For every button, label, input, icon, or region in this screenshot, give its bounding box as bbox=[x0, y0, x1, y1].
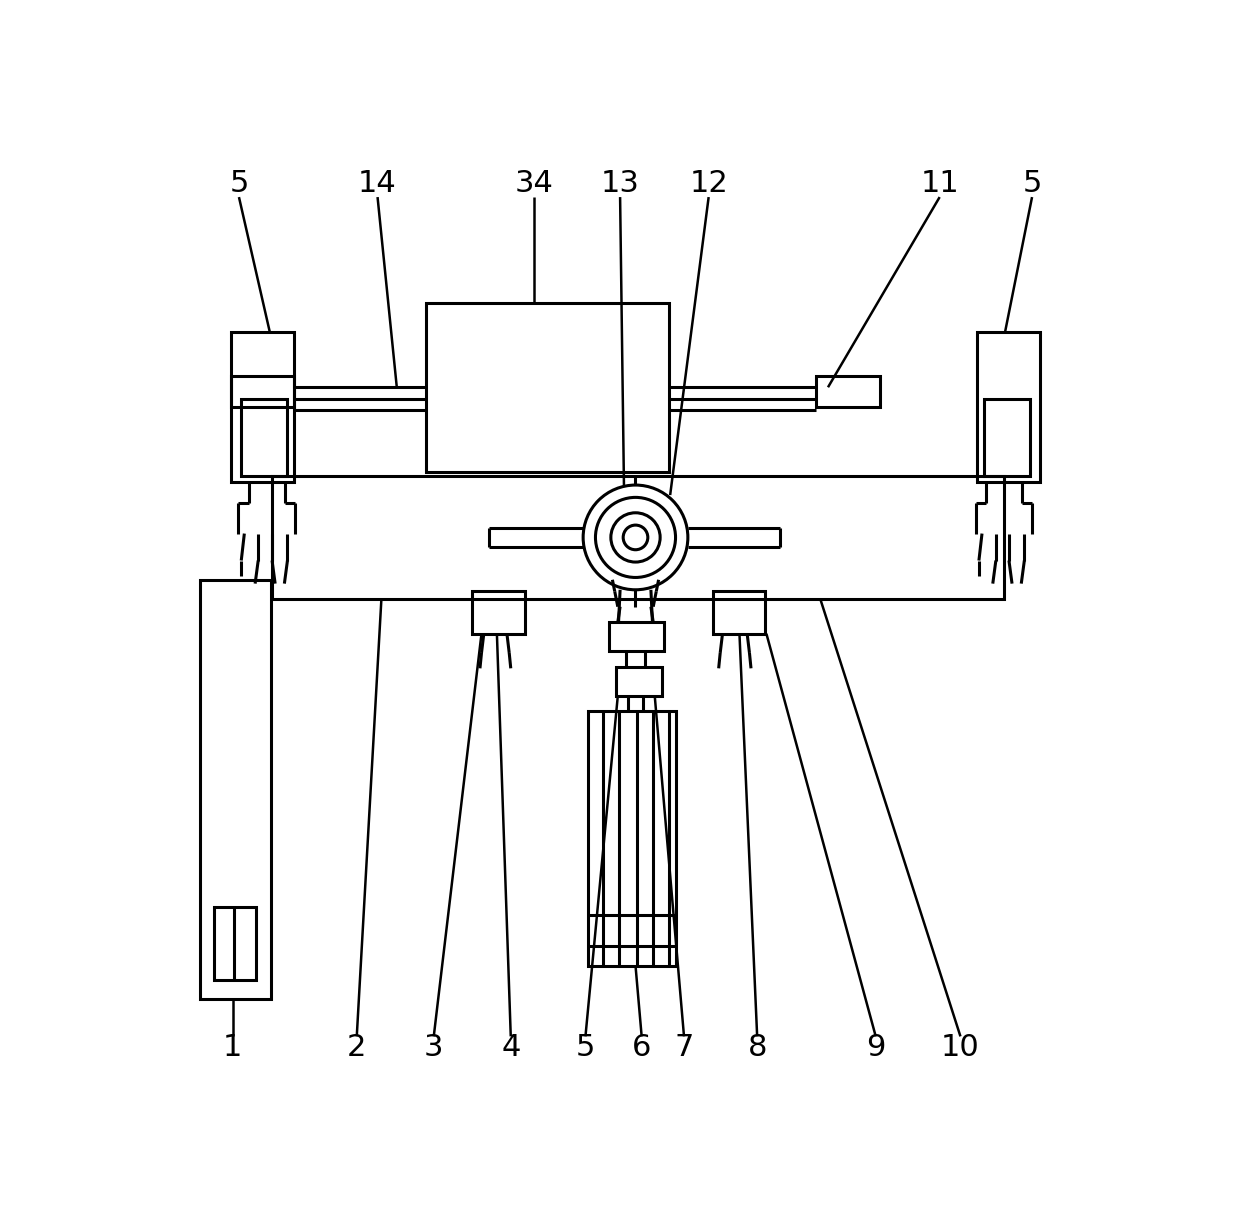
Bar bbox=[472, 591, 525, 633]
Bar bbox=[977, 332, 1040, 482]
Text: 2: 2 bbox=[347, 1032, 367, 1061]
Text: 7: 7 bbox=[675, 1032, 693, 1061]
Text: 9: 9 bbox=[866, 1032, 885, 1061]
Bar bbox=[272, 476, 1003, 599]
Text: 13: 13 bbox=[600, 169, 640, 198]
Text: 10: 10 bbox=[941, 1032, 980, 1061]
Text: 6: 6 bbox=[632, 1032, 651, 1061]
Text: 3: 3 bbox=[424, 1032, 444, 1061]
Text: 5: 5 bbox=[229, 169, 249, 198]
Bar bbox=[231, 332, 294, 482]
Text: 5: 5 bbox=[1022, 169, 1042, 198]
Text: 12: 12 bbox=[689, 169, 728, 198]
Bar bbox=[616, 667, 662, 696]
Bar bbox=[816, 376, 879, 406]
Bar bbox=[983, 399, 1029, 476]
Text: 1: 1 bbox=[223, 1032, 243, 1061]
Text: 5: 5 bbox=[575, 1032, 595, 1061]
Bar bbox=[231, 376, 294, 406]
Bar bbox=[609, 622, 663, 651]
Bar bbox=[201, 580, 272, 1000]
Text: 14: 14 bbox=[358, 169, 397, 198]
Text: 4: 4 bbox=[501, 1032, 521, 1061]
Bar bbox=[213, 907, 255, 980]
Text: 11: 11 bbox=[920, 169, 959, 198]
Bar bbox=[713, 591, 765, 633]
Bar bbox=[242, 399, 288, 476]
Bar bbox=[427, 303, 668, 472]
Bar bbox=[588, 712, 676, 966]
Text: 8: 8 bbox=[748, 1032, 766, 1061]
Text: 34: 34 bbox=[515, 169, 553, 198]
